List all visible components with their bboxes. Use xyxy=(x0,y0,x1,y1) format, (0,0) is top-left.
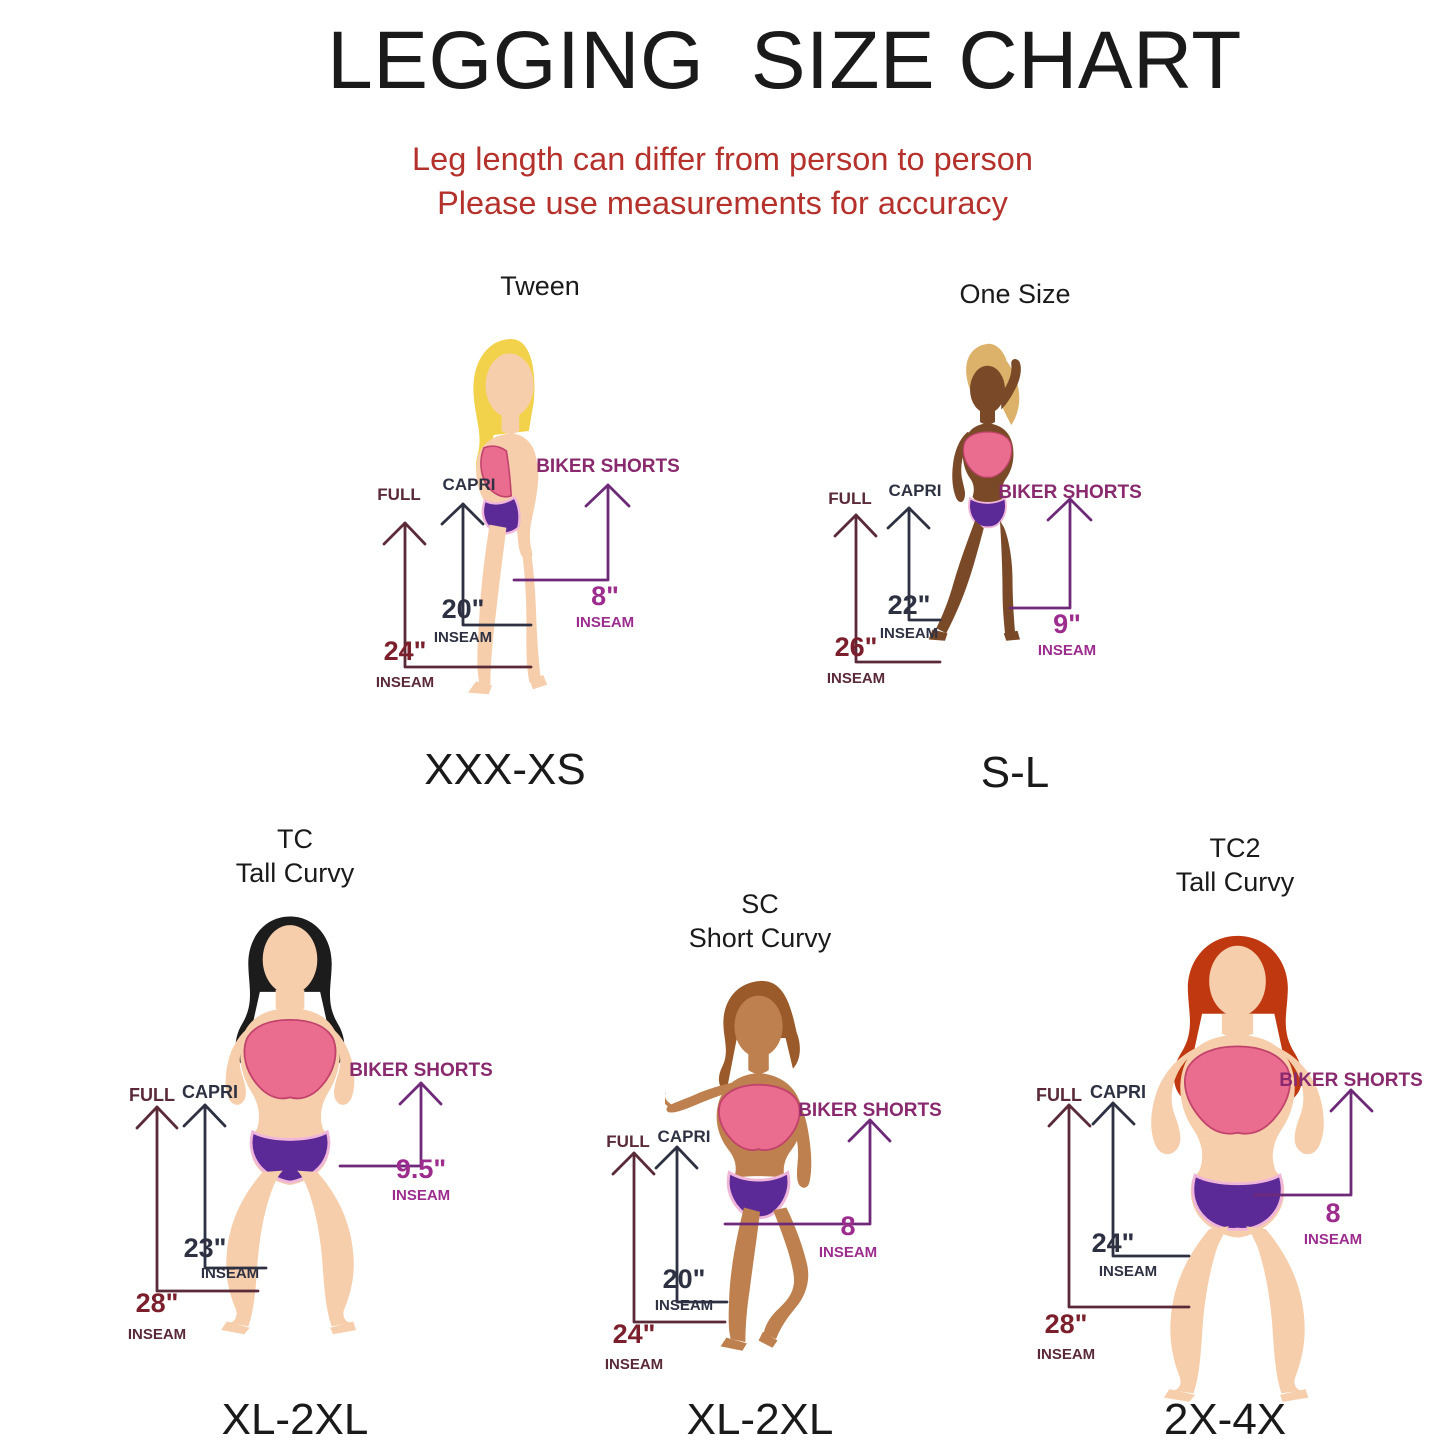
svg-text:INSEAM: INSEAM xyxy=(1037,1346,1095,1363)
svg-text:28": 28" xyxy=(1045,1309,1088,1339)
svg-text:24": 24" xyxy=(1092,1228,1135,1258)
svg-text:FULL: FULL xyxy=(1036,1085,1082,1105)
svg-text:INSEAM: INSEAM xyxy=(1099,1263,1157,1280)
svg-text:BIKER SHORTS: BIKER SHORTS xyxy=(1279,1070,1423,1091)
svg-text:CAPRI: CAPRI xyxy=(1090,1082,1146,1102)
svg-text:8: 8 xyxy=(1325,1198,1340,1228)
svg-text:INSEAM: INSEAM xyxy=(1304,1231,1362,1248)
